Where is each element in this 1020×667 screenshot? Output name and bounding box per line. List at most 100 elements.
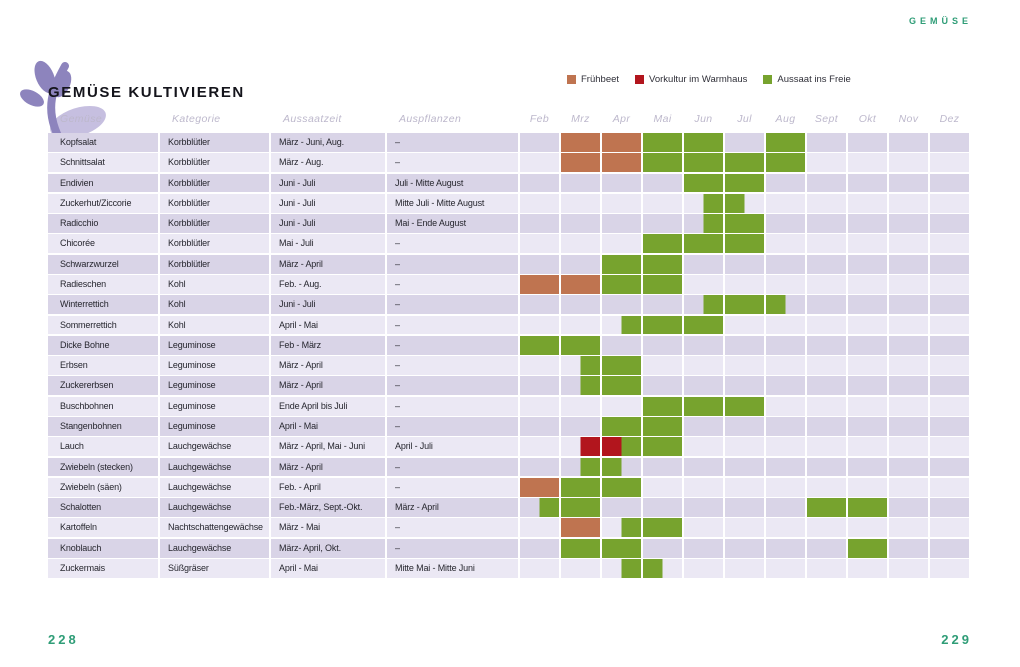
month-cell-jul: [725, 416, 764, 436]
month-cell-sept: [807, 376, 846, 396]
month-cell-okt: [848, 498, 887, 517]
month-cell-jul: [725, 376, 764, 396]
legend-color-chip: [763, 75, 773, 84]
month-cell-dez: [930, 133, 969, 152]
month-cell-okt: [848, 133, 887, 152]
month-cell-jun: [684, 498, 723, 517]
month-cell-mrz: [561, 315, 600, 335]
month-cell-aug: [766, 193, 805, 213]
month-cell-jul: [725, 173, 764, 193]
cell-kategorie: Korbblütler: [160, 193, 269, 213]
month-cell-aug: [766, 295, 805, 315]
month-cell-feb: [520, 437, 559, 457]
month-cell-mai: [643, 254, 682, 274]
month-cell-apr: [602, 498, 641, 517]
month-cell-apr: [602, 396, 641, 416]
month-cell-sept: [807, 254, 846, 274]
table-header-row: Gemüse Kategorie Aussaatzeit Auspflanzen Feb…: [48, 106, 969, 132]
month-cell-aug: [766, 153, 805, 173]
month-header-apr: Apr: [612, 113, 631, 125]
cell-aussaatzeit: Feb - März: [271, 335, 385, 355]
month-cell-aug: [766, 498, 805, 517]
cell-kategorie: Lauchgewächse: [160, 538, 269, 558]
cell-kategorie: Süßgräser: [160, 558, 269, 578]
cell-auspflanzen: –: [387, 457, 518, 477]
month-cell-nov: [889, 315, 928, 335]
month-header-jul: Jul: [737, 113, 752, 125]
month-cell-jul: [725, 234, 764, 254]
month-cell-aug: [766, 335, 805, 355]
legend-color-chip: [567, 75, 576, 84]
month-cell-nov: [889, 274, 928, 294]
month-cell-apr: [602, 234, 641, 254]
month-cell-sept: [807, 234, 846, 254]
cell-gemuese: Kopfsalat: [48, 133, 158, 152]
cell-gemuese: Radieschen: [48, 274, 158, 294]
month-cell-jul: [725, 437, 764, 457]
cell-aussaatzeit: Feb. - April: [271, 477, 385, 497]
month-cell-aug: [766, 477, 805, 497]
month-cell-nov: [889, 457, 928, 477]
month-cell-nov: [889, 133, 928, 152]
month-cell-jul: [725, 558, 764, 578]
month-cell-mai: [643, 558, 682, 578]
month-cell-jul: [725, 254, 764, 274]
month-cell-jun: [684, 335, 723, 355]
month-cell-apr: [602, 518, 641, 538]
month-header-dez: Dez: [939, 113, 960, 125]
month-cell-jul: [725, 498, 764, 517]
month-cell-mrz: [561, 173, 600, 193]
month-cell-okt: [848, 315, 887, 335]
month-cell-sept: [807, 457, 846, 477]
cell-auspflanzen: –: [387, 477, 518, 497]
month-cell-feb: [520, 315, 559, 335]
month-cell-sept: [807, 498, 846, 517]
month-cell-jun: [684, 356, 723, 375]
month-cell-okt: [848, 193, 887, 213]
cell-aussaatzeit: Feb. - Aug.: [271, 274, 385, 294]
cell-gemuese: Radicchio: [48, 214, 158, 234]
month-cell-sept: [807, 133, 846, 152]
month-cell-feb: [520, 477, 559, 497]
cell-auspflanzen: März - April: [387, 498, 518, 517]
cell-gemuese: Winterrettich: [48, 295, 158, 315]
month-cell-sept: [807, 274, 846, 294]
cell-auspflanzen: –: [387, 234, 518, 254]
month-cell-aug: [766, 214, 805, 234]
month-cell-aug: [766, 254, 805, 274]
cell-kategorie: Leguminose: [160, 396, 269, 416]
month-header-sept: Sept: [814, 113, 839, 125]
cell-auspflanzen: –: [387, 254, 518, 274]
legend-label: Aussaat ins Freie: [777, 74, 851, 85]
month-cell-jul: [725, 538, 764, 558]
month-cell-mrz: [561, 457, 600, 477]
month-cell-mai: [643, 437, 682, 457]
month-cell-mrz: [561, 234, 600, 254]
month-cell-mai: [643, 133, 682, 152]
month-cell-okt: [848, 234, 887, 254]
month-cell-mai: [643, 457, 682, 477]
month-cell-apr: [602, 153, 641, 173]
cell-auspflanzen: –: [387, 315, 518, 335]
month-cell-aug: [766, 315, 805, 335]
month-cell-okt: [848, 518, 887, 538]
month-cell-nov: [889, 416, 928, 436]
month-cell-aug: [766, 538, 805, 558]
month-cell-apr: [602, 254, 641, 274]
month-cell-okt: [848, 153, 887, 173]
month-cell-jun: [684, 274, 723, 294]
month-cell-nov: [889, 558, 928, 578]
month-cell-nov: [889, 335, 928, 355]
cell-auspflanzen: –: [387, 416, 518, 436]
month-cell-mrz: [561, 416, 600, 436]
month-cell-mai: [643, 396, 682, 416]
month-cell-jun: [684, 558, 723, 578]
legend-item-vorkultur-im-warmhaus: Vorkultur im Warmhaus: [635, 74, 747, 85]
month-cell-apr: [602, 173, 641, 193]
month-header-feb: Feb: [529, 113, 550, 125]
month-cell-jun: [684, 396, 723, 416]
month-cell-feb: [520, 416, 559, 436]
month-cell-apr: [602, 376, 641, 396]
month-cell-mai: [643, 234, 682, 254]
cell-aussaatzeit: März - April, Mai - Juni: [271, 437, 385, 457]
